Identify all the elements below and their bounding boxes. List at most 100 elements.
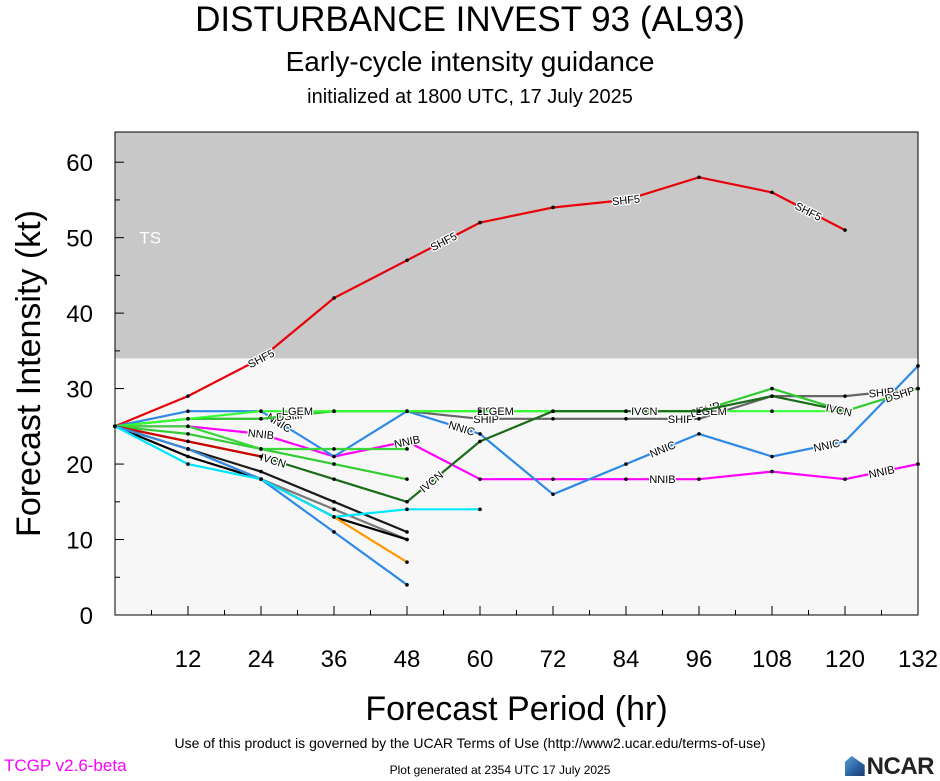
data-point <box>332 530 336 534</box>
y-tick-label: 60 <box>66 150 93 177</box>
data-point <box>332 507 336 512</box>
x-tick-label: 36 <box>321 646 348 673</box>
data-point <box>186 454 190 459</box>
data-point <box>332 296 336 300</box>
data-point <box>186 432 190 436</box>
series-label: SHF5 <box>612 194 641 209</box>
data-point <box>916 462 920 466</box>
series-line <box>114 365 919 496</box>
data-point <box>405 258 409 263</box>
ncar-logo-icon <box>844 756 865 776</box>
series-line <box>114 425 480 518</box>
chart-subtitle: Early-cycle intensity guidance <box>285 46 655 77</box>
data-point <box>697 432 701 436</box>
data-point <box>478 220 482 225</box>
data-point <box>405 499 409 504</box>
x-tick-label: 72 <box>540 646 567 673</box>
data-point <box>843 477 847 481</box>
data-point <box>186 416 190 421</box>
x-tick-label: 48 <box>394 646 421 673</box>
data-point <box>770 409 774 414</box>
data-point <box>332 477 336 481</box>
data-point <box>770 394 774 398</box>
series-drcl <box>113 424 482 519</box>
data-point <box>843 394 847 398</box>
data-point <box>697 175 701 180</box>
y-tick-label: 40 <box>66 301 93 328</box>
data-point <box>551 416 555 421</box>
data-point <box>259 432 263 436</box>
data-point <box>186 462 190 466</box>
data-point <box>624 477 628 481</box>
data-point <box>405 447 409 451</box>
x-tick-label: 132 <box>898 646 938 673</box>
series-label: NNIB <box>247 428 274 443</box>
data-point <box>186 409 190 414</box>
ncar-logo: NCAR <box>844 753 935 781</box>
series-label: SHIP <box>668 414 694 426</box>
series-label: LGEM <box>483 406 514 418</box>
data-point <box>624 416 628 421</box>
data-point <box>405 560 409 564</box>
data-point <box>405 530 409 534</box>
data-point <box>770 386 774 391</box>
data-point <box>551 205 555 210</box>
init-time: initialized at 1800 UTC, 17 July 2025 <box>307 86 633 108</box>
x-tick-label: 24 <box>248 646 275 673</box>
x-tick-label: 120 <box>825 646 865 673</box>
y-tick-label: 30 <box>66 377 93 404</box>
data-point <box>332 447 336 451</box>
data-point <box>843 439 847 444</box>
data-point <box>770 190 774 195</box>
data-point <box>186 424 190 429</box>
data-point <box>332 499 336 504</box>
data-point <box>405 537 409 542</box>
x-tick-label: 84 <box>613 646 640 673</box>
y-tick-label: 20 <box>66 452 93 479</box>
data-point <box>259 409 263 414</box>
data-point <box>478 409 482 414</box>
data-point <box>478 416 482 421</box>
y-axis-label: Forecast Intensity (kt) <box>10 210 48 537</box>
data-point <box>113 424 117 429</box>
y-tick-label: 0 <box>80 603 93 630</box>
x-tick-label: 12 <box>175 646 202 673</box>
data-point <box>186 447 190 451</box>
intensity-chart: TS 12 24 36 48 60 72 84 96 108 120 132 0 10 20 30 40 50 60… <box>10 131 938 728</box>
chart-title: DISTURBANCE INVEST 93 (AL93) <box>195 0 745 39</box>
version-label: TCGP v2.6-beta <box>4 756 127 775</box>
series-label: LGEM <box>282 406 313 418</box>
data-point <box>697 409 701 414</box>
data-point <box>478 439 482 444</box>
data-point <box>405 583 409 587</box>
data-point <box>551 492 555 497</box>
data-point <box>332 454 336 459</box>
data-point <box>478 507 482 512</box>
y-tick-label: 10 <box>66 528 93 555</box>
data-point <box>843 409 847 414</box>
series-label: NNIB <box>393 434 421 451</box>
x-tick-label: 60 <box>467 646 494 673</box>
x-tick-label: 96 <box>686 646 713 673</box>
generated-time: Plot generated at 2354 UTC 17 July 2025 <box>389 763 611 777</box>
series-label: NNIC <box>813 438 842 455</box>
data-point <box>770 454 774 459</box>
data-point <box>551 477 555 481</box>
data-point <box>624 198 628 202</box>
data-point <box>551 409 555 414</box>
data-point <box>770 469 774 474</box>
data-point <box>697 416 701 421</box>
data-point <box>332 409 336 414</box>
data-point <box>186 439 190 444</box>
plot-background <box>115 358 918 615</box>
data-point <box>624 462 628 466</box>
data-point <box>332 515 336 519</box>
data-point <box>697 477 701 481</box>
series-lgem: LGEM LGEM LGEM <box>113 405 847 429</box>
series-line <box>115 425 919 481</box>
data-point <box>405 439 409 444</box>
series-label: IVCN <box>631 406 657 418</box>
data-point <box>259 469 263 474</box>
data-point <box>843 228 847 232</box>
